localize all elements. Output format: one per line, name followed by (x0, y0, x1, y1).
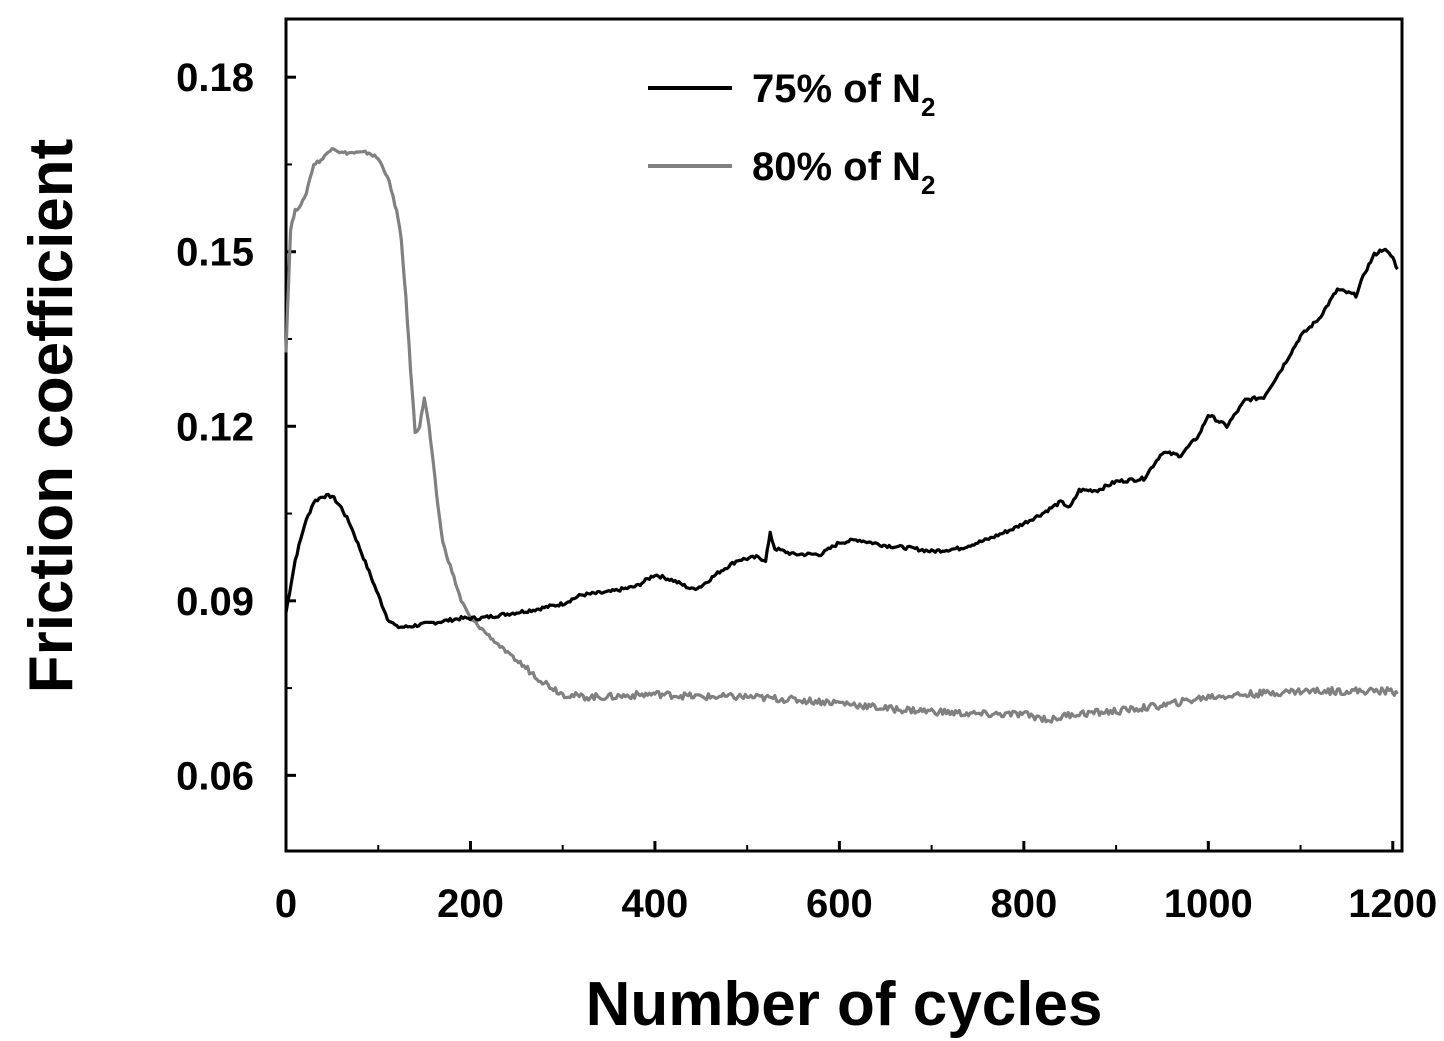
series-line-80-n2 (284, 147, 1399, 724)
y-tick-label: 0.15 (176, 231, 254, 275)
x-axis-ticks: 0 200 400 600 800 1000 1200 (275, 841, 1437, 926)
y-axis-ticks: 0.06 0.09 0.12 0.15 0.18 (176, 56, 296, 798)
x-tick-label: 200 (437, 882, 504, 926)
legend-label-80-n2: 80% of N2 (752, 145, 935, 200)
y-tick-label: 0.09 (176, 580, 254, 624)
x-tick-label: 0 (275, 882, 297, 926)
y-tick-label: 0.06 (176, 754, 254, 798)
series-line-75-n2 (284, 247, 1399, 630)
series-layer (284, 147, 1399, 724)
x-tick-label: 1200 (1348, 882, 1437, 926)
legend-label-80-n2-main: 80% of N (752, 145, 921, 189)
legend-label-80-n2-subscript: 2 (921, 170, 935, 200)
legend-label-75-n2-main: 75% of N (752, 67, 921, 111)
legend-label-75-n2: 75% of N2 (752, 67, 935, 122)
legend-label-75-n2-subscript: 2 (921, 92, 935, 122)
x-tick-label: 800 (990, 882, 1057, 926)
y-tick-label: 0.18 (176, 56, 254, 100)
y-axis-title: Friction coefficient (17, 139, 86, 694)
y-tick-label: 0.12 (176, 405, 254, 449)
x-tick-label: 400 (622, 882, 689, 926)
legend: 75% of N2 80% of N2 (648, 67, 935, 200)
plot-area-frame (284, 17, 1404, 853)
x-tick-label: 1000 (1164, 882, 1253, 926)
x-axis-title: Number of cycles (586, 970, 1103, 1039)
x-tick-label: 600 (806, 882, 873, 926)
